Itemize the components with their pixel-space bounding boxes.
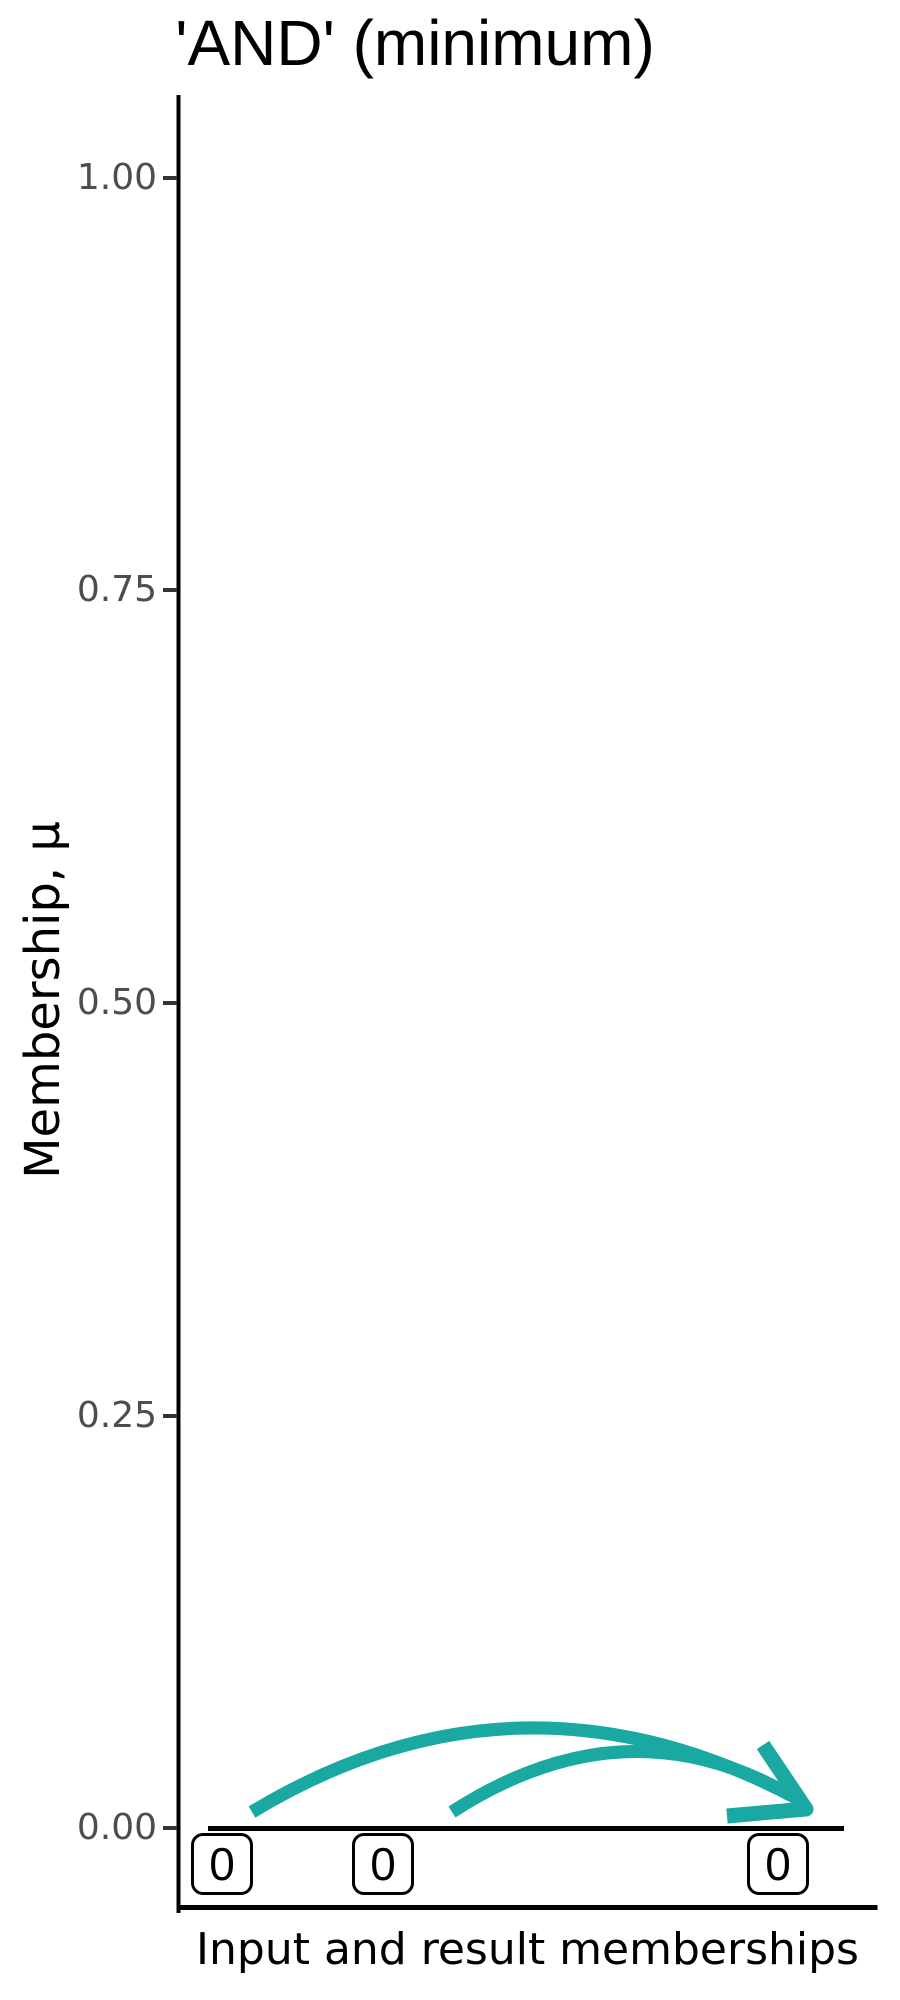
y-tick-label-025: 0.25 xyxy=(76,1395,157,1436)
y-tick-label-000: 0.00 xyxy=(76,1807,157,1848)
membership-value-result: 0 xyxy=(765,1838,791,1890)
membership-value-input2: 0 xyxy=(370,1838,396,1890)
y-tick-mark-100 xyxy=(163,176,177,180)
y-tick-label-075: 0.75 xyxy=(76,569,157,610)
y-tick-mark-050 xyxy=(163,1001,177,1005)
y-tick-label-100: 1.00 xyxy=(76,157,157,198)
arrowhead-icon xyxy=(726,1740,814,1824)
membership-box-input1: 0 xyxy=(191,1833,253,1895)
chart-title: 'AND' (minimum) xyxy=(175,7,655,79)
membership-box-input2: 0 xyxy=(352,1833,414,1895)
membership-value-input1: 0 xyxy=(209,1838,235,1890)
x-axis-line xyxy=(176,1905,878,1910)
y-tick-mark-000 xyxy=(163,1826,177,1830)
y-tick-mark-025 xyxy=(163,1414,177,1418)
zero-membership-line xyxy=(208,1826,844,1831)
y-axis-line xyxy=(176,95,181,1913)
membership-box-result: 0 xyxy=(747,1833,809,1895)
y-tick-label-050: 0.50 xyxy=(76,982,157,1023)
arrow-arc-input2-to-result xyxy=(448,1744,794,1818)
y-tick-mark-075 xyxy=(163,588,177,592)
x-axis-label: Input and result memberships xyxy=(196,1924,859,1975)
